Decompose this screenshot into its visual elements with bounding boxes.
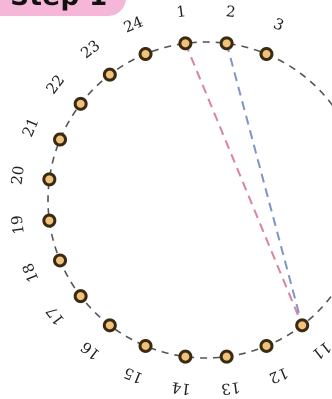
point-label-22: 22 bbox=[42, 71, 68, 97]
point-label-1: 1 bbox=[175, 2, 187, 21]
point-24 bbox=[138, 47, 153, 62]
point-label-19: 19 bbox=[7, 214, 27, 235]
point-20 bbox=[42, 172, 57, 187]
point-label-13: 13 bbox=[220, 378, 241, 398]
point-11 bbox=[295, 318, 310, 333]
step-label: Step 1 bbox=[10, 0, 108, 12]
point-label-24: 24 bbox=[121, 12, 146, 36]
dashed-circle bbox=[47, 41, 332, 359]
point-19 bbox=[42, 213, 57, 228]
point-21 bbox=[53, 132, 68, 147]
point-label-16: 16 bbox=[77, 338, 103, 364]
point-label-11: 11 bbox=[309, 338, 332, 364]
point-group bbox=[42, 36, 310, 364]
point-15 bbox=[138, 338, 153, 353]
point-16 bbox=[102, 318, 117, 333]
point-label-3: 3 bbox=[271, 14, 287, 34]
chord-2-11 bbox=[225, 43, 304, 326]
point-2 bbox=[219, 36, 234, 51]
point-label-12: 12 bbox=[266, 364, 291, 388]
point-14 bbox=[178, 349, 193, 364]
chord-1-11 bbox=[184, 42, 304, 326]
point-label-23: 23 bbox=[77, 36, 103, 62]
point-18 bbox=[53, 253, 68, 268]
point-12 bbox=[259, 338, 274, 353]
point-label-20: 20 bbox=[7, 165, 27, 186]
point-label-18: 18 bbox=[18, 260, 42, 285]
point-3 bbox=[259, 47, 274, 62]
point-label-21: 21 bbox=[18, 115, 42, 140]
point-label-15: 15 bbox=[121, 364, 146, 388]
chord-group bbox=[184, 42, 304, 326]
point-label-17: 17 bbox=[42, 303, 68, 329]
point-label-14: 14 bbox=[171, 378, 192, 398]
point-23 bbox=[102, 67, 117, 82]
point-label-2: 2 bbox=[225, 2, 237, 21]
point-13 bbox=[219, 349, 234, 364]
point-17 bbox=[73, 289, 88, 304]
step-badge: Step 1 bbox=[0, 0, 126, 16]
point-22 bbox=[73, 96, 88, 111]
point-1 bbox=[178, 36, 193, 51]
